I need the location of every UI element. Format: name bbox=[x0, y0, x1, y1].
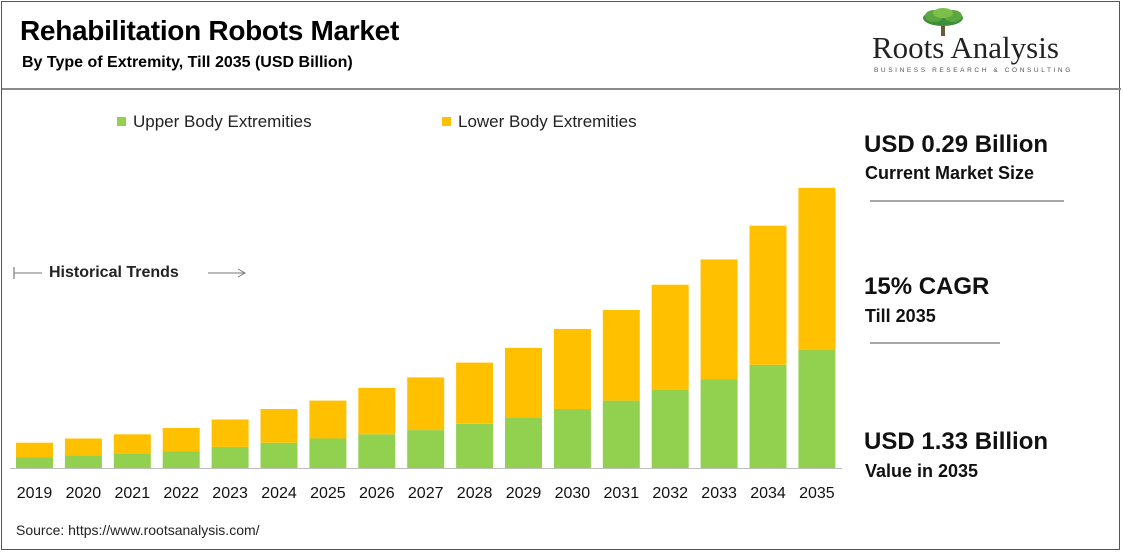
x-tick-label-2029: 2029 bbox=[506, 485, 542, 502]
stat-cagr-label: Till 2035 bbox=[865, 306, 936, 326]
tree-icon bbox=[923, 8, 963, 36]
x-tick-label-2020: 2020 bbox=[66, 485, 102, 502]
x-tick-label-2035: 2035 bbox=[799, 485, 835, 502]
bar-lower-2021 bbox=[113, 434, 151, 454]
bar-chart: 2019 2020 2021 2022 2023 2024 2025 2026 2027 2028… bbox=[10, 187, 842, 502]
page-title: Rehabilitation Robots Market bbox=[20, 15, 399, 46]
x-tick-label-2022: 2022 bbox=[163, 485, 199, 502]
bar-lower-2025 bbox=[309, 400, 347, 439]
bar-upper-2019 bbox=[16, 457, 53, 468]
x-tick-label-2033: 2033 bbox=[701, 485, 737, 502]
x-tick-label-2031: 2031 bbox=[604, 485, 640, 502]
company-logo: Roots Analysis BUSINESS RESEARCH & CONSU… bbox=[864, 8, 1084, 80]
bar-upper-2030 bbox=[553, 409, 591, 468]
legend-swatch-lower bbox=[442, 117, 451, 126]
bar-lower-2027 bbox=[407, 377, 445, 431]
x-tick-label-2027: 2027 bbox=[408, 485, 444, 502]
bar-upper-2029 bbox=[505, 417, 542, 468]
bar-lower-2031 bbox=[602, 310, 640, 401]
bar-upper-2034 bbox=[749, 364, 787, 469]
x-tick-label-2025: 2025 bbox=[310, 485, 346, 502]
logo-tagline: BUSINESS RESEARCH & CONSULTING bbox=[874, 67, 1073, 74]
historical-trends-label: Historical Trends bbox=[49, 264, 179, 281]
bar-upper-2020 bbox=[64, 455, 102, 468]
stat-current-value: USD 0.29 Billion bbox=[864, 131, 1049, 158]
bar-upper-2023 bbox=[211, 446, 249, 468]
bar-lower-2030 bbox=[553, 328, 591, 409]
bar-lower-2019 bbox=[16, 442, 53, 458]
x-tick-label-2028: 2028 bbox=[457, 485, 493, 502]
stat-current-label: Current Market Size bbox=[865, 163, 1035, 183]
stat-divider-2 bbox=[870, 342, 1000, 344]
bar-lower-2028 bbox=[456, 362, 494, 424]
bar-upper-2021 bbox=[113, 453, 151, 469]
x-tick-label-2032: 2032 bbox=[652, 485, 688, 502]
legend-lower: Lower Body Extremities bbox=[442, 112, 637, 132]
legend-label-upper: Upper Body Extremities bbox=[133, 112, 312, 131]
bar-lower-2033 bbox=[700, 259, 738, 380]
bar-upper-2031 bbox=[602, 400, 640, 468]
page-subtitle: By Type of Extremity, Till 2035 (USD Bil… bbox=[22, 54, 353, 71]
bar-upper-2032 bbox=[651, 390, 689, 468]
stat-divider-1 bbox=[870, 200, 1064, 202]
x-tick-label-2023: 2023 bbox=[212, 485, 248, 502]
bar-upper-2026 bbox=[358, 434, 396, 468]
bar-lower-2029 bbox=[505, 347, 542, 418]
bar-lower-2026 bbox=[358, 387, 396, 435]
historical-arrow-icon bbox=[13, 267, 247, 279]
x-tick-label-2021: 2021 bbox=[115, 485, 151, 502]
bar-lower-2032 bbox=[651, 284, 689, 391]
bar-lower-2034 bbox=[749, 225, 787, 365]
source-note: Source: https://www.rootsanalysis.com/ bbox=[16, 522, 260, 538]
bar-lower-2035 bbox=[798, 187, 836, 351]
bar-lower-2020 bbox=[64, 438, 102, 456]
x-tick-label-2024: 2024 bbox=[261, 485, 297, 502]
x-tick-label-2030: 2030 bbox=[555, 485, 591, 502]
legend-upper: Upper Body Extremities bbox=[117, 112, 312, 132]
bar-upper-2027 bbox=[407, 430, 445, 468]
x-tick-label-2034: 2034 bbox=[750, 485, 786, 502]
bar-lower-2024 bbox=[260, 409, 298, 443]
bar-upper-2028 bbox=[456, 423, 494, 469]
stat-cagr-value: 15% CAGR bbox=[864, 273, 990, 300]
stat-2035-value: USD 1.33 Billion bbox=[864, 428, 1049, 455]
header: Rehabilitation Robots Market By Type of … bbox=[2, 2, 1121, 90]
bar-upper-2025 bbox=[309, 438, 347, 468]
bar-upper-2035 bbox=[798, 350, 836, 468]
bar-upper-2024 bbox=[260, 442, 298, 468]
bar-lower-2022 bbox=[162, 428, 200, 452]
bar-upper-2022 bbox=[162, 451, 200, 468]
x-tick-label-2026: 2026 bbox=[359, 485, 395, 502]
legend-swatch-upper bbox=[117, 117, 126, 126]
bar-lower-2023 bbox=[211, 419, 249, 447]
bar-upper-2033 bbox=[700, 379, 738, 468]
stat-2035-label: Value in 2035 bbox=[865, 461, 979, 481]
x-tick-label-2019: 2019 bbox=[17, 485, 53, 502]
logo-name: Roots Analysis bbox=[872, 30, 1059, 65]
legend-label-lower: Lower Body Extremities bbox=[458, 112, 637, 131]
